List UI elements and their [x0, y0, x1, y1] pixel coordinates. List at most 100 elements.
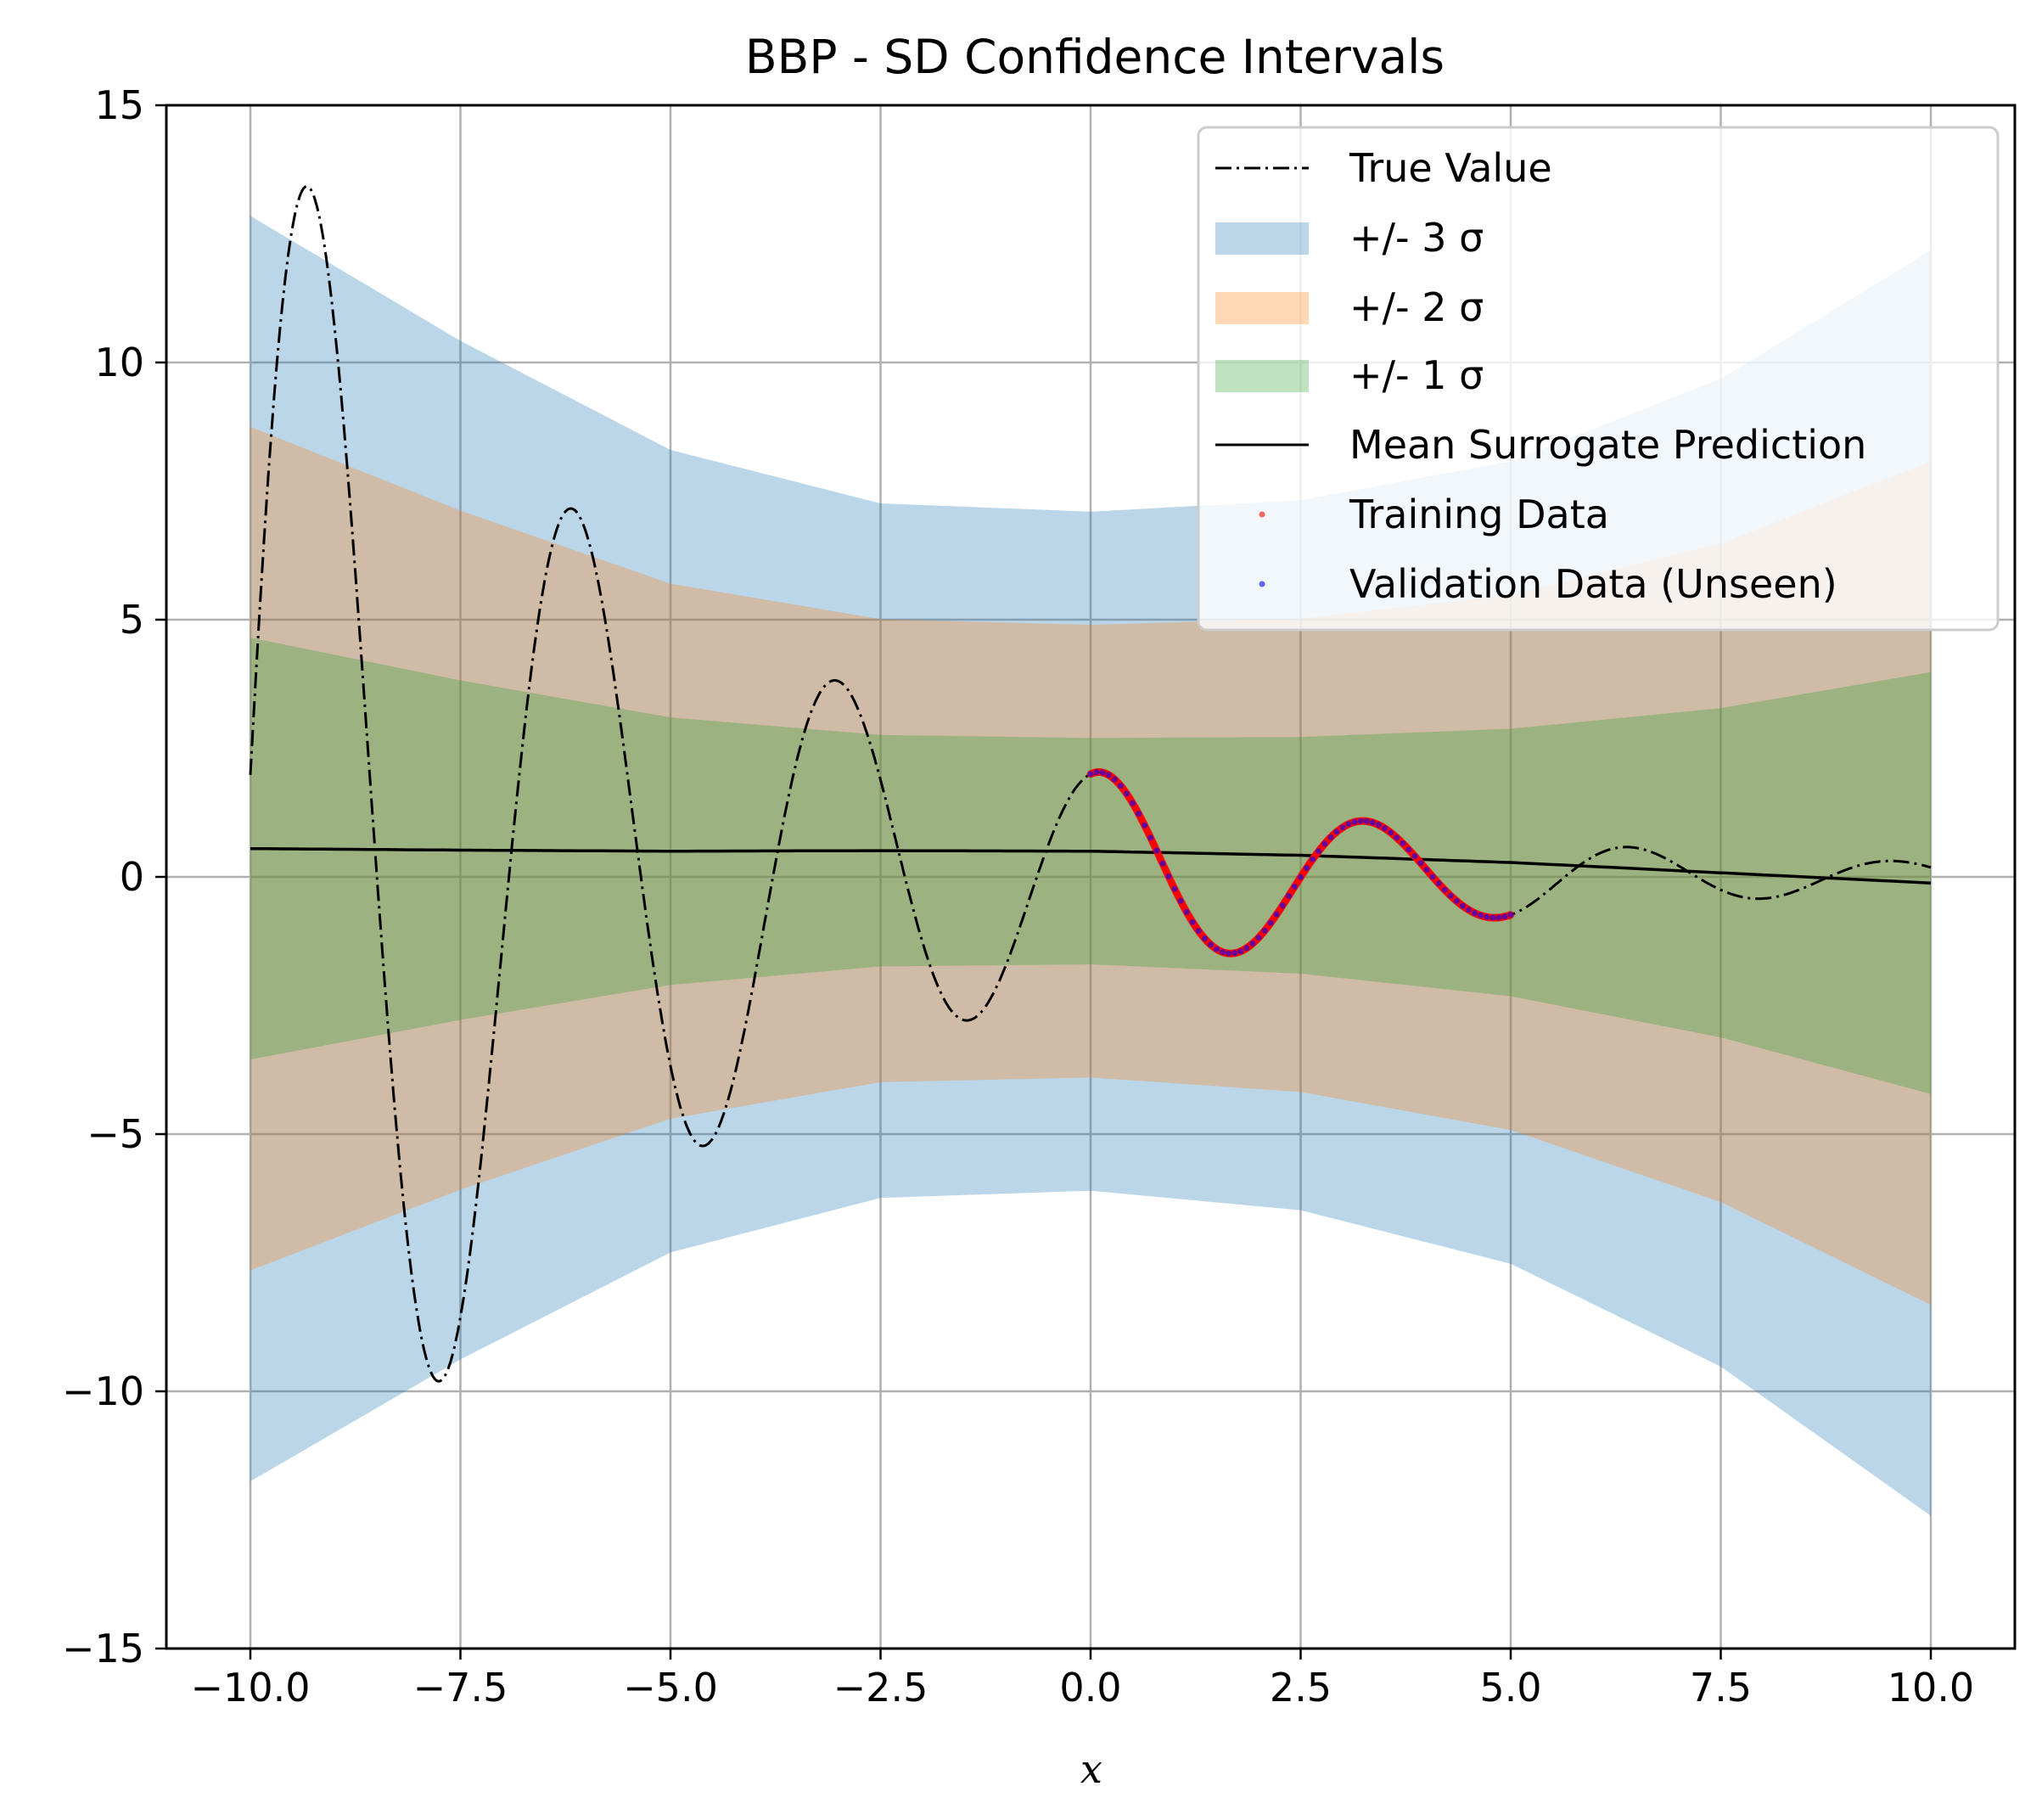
- validation-point: [1333, 829, 1340, 835]
- validation-point: [1130, 800, 1136, 806]
- legend-band2-label: +/- 2 σ: [1349, 284, 1484, 330]
- validation-point: [1310, 856, 1316, 862]
- y-tick-label: 5: [120, 597, 144, 643]
- validation-point: [1171, 885, 1178, 892]
- validation-point: [1147, 834, 1154, 841]
- validation-point: [1466, 907, 1472, 913]
- validation-point: [1394, 834, 1400, 841]
- validation-point: [1351, 818, 1358, 825]
- validation-point: [1453, 898, 1460, 904]
- chart-title: BBP - SD Confidence Intervals: [745, 30, 1445, 84]
- y-tick-label: 0: [120, 854, 144, 900]
- validation-point: [1388, 829, 1394, 836]
- legend-true-value-label: True Value: [1349, 145, 1552, 191]
- legend-band3-swatch: [1215, 222, 1309, 255]
- validation-point: [1316, 848, 1322, 855]
- validation-point: [1327, 834, 1334, 840]
- validation-point: [1099, 769, 1106, 776]
- band-1-sigma: [250, 638, 1931, 1094]
- y-tick-label: −10: [62, 1368, 144, 1414]
- legend-training-label: Training Data: [1349, 492, 1609, 537]
- validation-point: [1339, 824, 1346, 831]
- x-tick-label: −5.0: [623, 1665, 718, 1710]
- y-tick-label: −5: [87, 1111, 144, 1157]
- validation-point: [1363, 817, 1370, 824]
- x-axis: −10.0 −7.5 −5.0 −2.5 0.0 2.5 5.0 7.5 10.0: [191, 1649, 1974, 1710]
- validation-point: [1237, 948, 1244, 955]
- x-tick-label: −7.5: [413, 1665, 508, 1710]
- y-tick-label: 15: [94, 82, 144, 128]
- x-tick-label: 5.0: [1479, 1665, 1541, 1710]
- mean-prediction-path: [250, 846, 1932, 885]
- validation-point: [1243, 945, 1250, 952]
- x-tick-label: 10.0: [1888, 1665, 1974, 1710]
- x-tick-label: −10.0: [191, 1665, 311, 1710]
- validation-point: [1201, 935, 1208, 942]
- validation-point: [1249, 940, 1256, 947]
- validation-point: [1117, 783, 1124, 789]
- validation-point: [1429, 873, 1436, 880]
- legend-mean-label: Mean Surrogate Prediction: [1349, 422, 1866, 468]
- validation-point: [1267, 919, 1274, 926]
- validation-point: [1489, 914, 1496, 921]
- validation-point: [1459, 902, 1466, 909]
- validation-point: [1285, 893, 1292, 899]
- data-points: [1086, 768, 1515, 958]
- validation-point: [1417, 860, 1424, 867]
- legend-training-swatch: [1259, 511, 1265, 518]
- validation-point: [1435, 880, 1442, 887]
- mean-prediction-line: [250, 846, 1932, 885]
- y-axis: −15 −10 −5 0 5 10 15: [62, 82, 166, 1671]
- validation-point: [1105, 772, 1112, 778]
- y-tick-label: −15: [62, 1626, 144, 1671]
- legend-validation-swatch: [1259, 581, 1265, 587]
- x-tick-label: 2.5: [1270, 1665, 1332, 1710]
- validation-point: [1321, 840, 1328, 847]
- legend-band3-label: +/- 3 σ: [1349, 215, 1484, 261]
- validation-point: [1226, 950, 1232, 957]
- validation-point: [1472, 910, 1478, 917]
- x-tick-label: −2.5: [833, 1665, 928, 1710]
- validation-point: [1382, 825, 1388, 832]
- validation-point: [1214, 946, 1220, 952]
- validation-point: [1111, 776, 1118, 783]
- validation-point: [1369, 819, 1376, 826]
- validation-point: [1153, 847, 1160, 854]
- validation-point: [1136, 811, 1142, 817]
- validation-point: [1400, 840, 1406, 846]
- validation-point: [1507, 912, 1514, 918]
- validation-point: [1447, 892, 1454, 899]
- validation-point: [1495, 914, 1502, 921]
- legend-band1-label: +/- 1 σ: [1349, 352, 1484, 398]
- validation-point: [1189, 918, 1196, 925]
- validation-point: [1291, 883, 1298, 890]
- legend: True Value +/- 3 σ +/- 2 σ +/- 1 σ Mean …: [1197, 126, 2000, 632]
- validation-point: [1165, 873, 1172, 879]
- validation-point: [1273, 911, 1280, 918]
- y-tick-label: 10: [94, 340, 144, 385]
- validation-point: [1231, 950, 1238, 957]
- validation-point: [1159, 860, 1166, 867]
- x-axis-label: x: [1080, 1746, 1102, 1792]
- validation-point: [1177, 897, 1184, 904]
- validation-point: [1255, 935, 1262, 941]
- validation-point: [1405, 846, 1412, 853]
- legend-band2-swatch: [1215, 292, 1309, 324]
- validation-point: [1087, 771, 1094, 778]
- validation-point: [1207, 941, 1214, 948]
- validation-point: [1142, 822, 1148, 829]
- x-tick-label: 7.5: [1690, 1665, 1752, 1710]
- validation-point: [1375, 822, 1382, 829]
- validation-point: [1183, 908, 1190, 915]
- validation-point: [1411, 853, 1418, 859]
- validation-point: [1093, 769, 1100, 776]
- validation-point: [1123, 790, 1130, 797]
- true-value-path: [249, 184, 1932, 1383]
- validation-point: [1423, 867, 1430, 873]
- validation-point: [1298, 873, 1304, 880]
- band-2-sigma: [250, 426, 1931, 1306]
- validation-point: [1478, 912, 1484, 918]
- validation-point: [1261, 927, 1268, 934]
- validation-point: [1279, 902, 1286, 909]
